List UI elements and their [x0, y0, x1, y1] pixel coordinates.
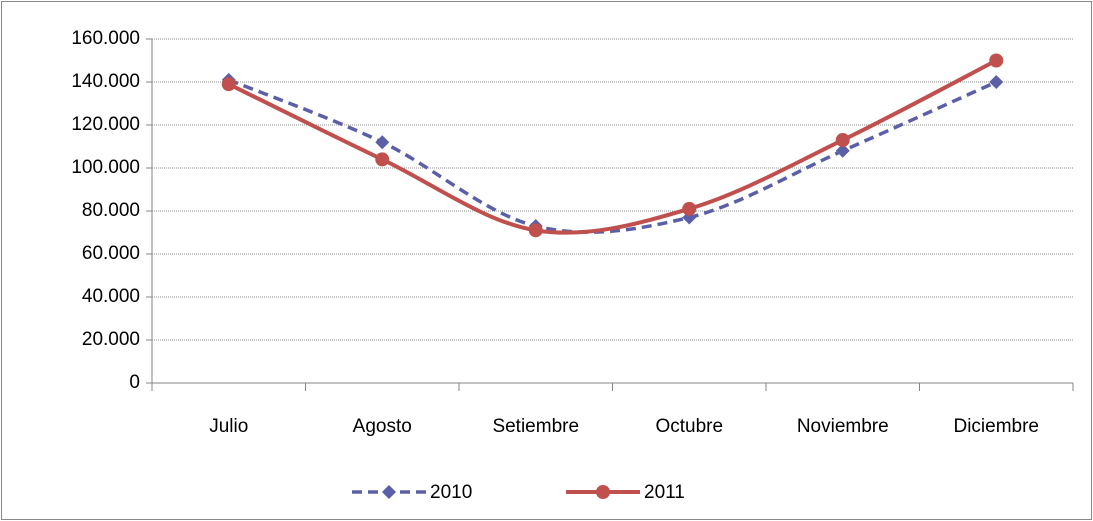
y-tick-label: 100.000	[71, 157, 140, 178]
legend-label: 2011	[644, 482, 685, 503]
data-point	[221, 77, 236, 92]
x-tick-label: Agosto	[353, 416, 412, 437]
y-tick-label: 20.000	[82, 329, 140, 350]
legend-marker	[382, 485, 396, 499]
data-point	[682, 201, 697, 216]
data-point	[375, 135, 390, 150]
y-tick-label: 120.000	[71, 114, 140, 135]
series-line	[228, 78, 997, 234]
y-tick-label: 80.000	[82, 200, 140, 221]
x-tick-label: Julio	[209, 416, 248, 437]
x-tick-label: Noviembre	[797, 416, 889, 437]
data-point	[835, 143, 850, 158]
y-tick-label: 160.000	[71, 28, 140, 49]
y-tick-label: 40.000	[82, 286, 140, 307]
data-point	[528, 223, 543, 238]
x-tick-label: Diciembre	[953, 416, 1039, 437]
series-line	[227, 58, 998, 235]
data-point	[989, 53, 1004, 68]
data-point	[989, 75, 1004, 89]
legend-marker	[596, 485, 610, 499]
legend-label: 2010	[430, 482, 472, 503]
x-tick-label: Setiembre	[492, 416, 579, 437]
x-tick-label: Octubre	[655, 416, 723, 437]
y-tick-label: 0	[129, 372, 140, 393]
data-point	[375, 152, 390, 167]
y-tick-label: 140.000	[71, 71, 140, 92]
y-tick-label: 60.000	[82, 243, 140, 264]
data-point	[835, 133, 850, 148]
